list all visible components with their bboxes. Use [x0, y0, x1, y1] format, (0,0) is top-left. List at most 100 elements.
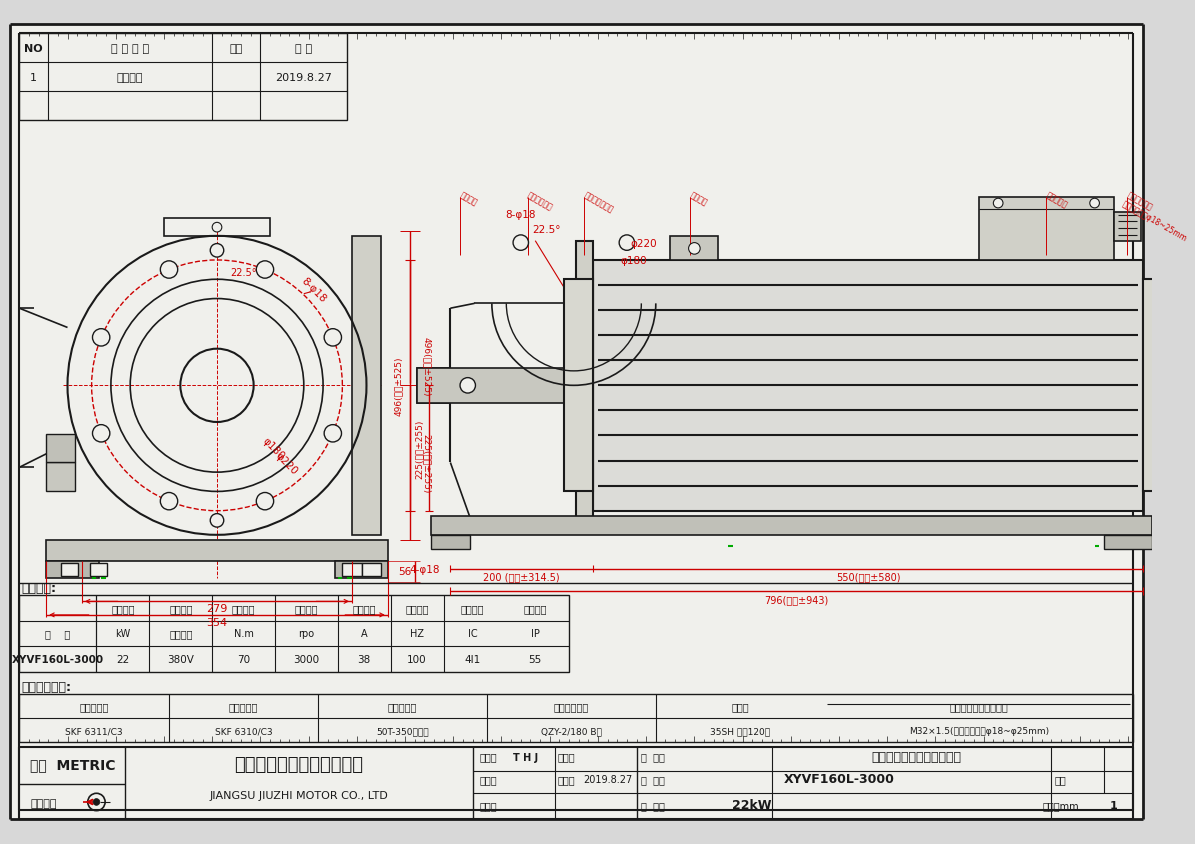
Text: 核准：: 核准：	[557, 752, 575, 762]
Text: 日 期: 日 期	[295, 44, 312, 54]
Text: 70: 70	[237, 654, 250, 664]
Text: 496(参考±525): 496(参考±525)	[394, 356, 403, 415]
Text: 354: 354	[207, 617, 227, 627]
Bar	[979, 198, 1114, 261]
Text: 设计：: 设计：	[479, 752, 497, 762]
Text: 35SH 耐温120度: 35SH 耐温120度	[710, 726, 771, 735]
Text: A: A	[361, 629, 367, 638]
Text: 绕组绝缘导线: 绕组绝缘导线	[553, 701, 589, 711]
Text: 200 (参考±314.5): 200 (参考±314.5)	[484, 571, 560, 582]
Text: 4I1: 4I1	[465, 654, 480, 664]
Text: 水泵底座: 水泵底座	[459, 191, 479, 208]
Text: JIANGSU JIUZHI MOTOR CO., LTD: JIANGSU JIUZHI MOTOR CO., LTD	[209, 790, 388, 800]
Text: 额定电流: 额定电流	[353, 603, 375, 614]
Text: 公制  METRIC: 公制 METRIC	[30, 757, 115, 771]
Text: 225(参考±255): 225(参考±255)	[415, 419, 424, 479]
Bar	[593, 261, 1142, 511]
Text: 电缆密封接头
近乎电缆外径φ18~25mm: 电缆密封接头 近乎电缆外径φ18~25mm	[1121, 191, 1194, 244]
Text: 主要结构零件:: 主要结构零件:	[22, 680, 72, 693]
Text: T H J: T H J	[513, 752, 538, 762]
Text: 电路系统: 电路系统	[688, 191, 709, 208]
Text: 电机接线盒: 电机接线盒	[1044, 191, 1070, 209]
Text: 名  称：: 名 称：	[642, 752, 666, 762]
Text: 1: 1	[1110, 800, 1117, 810]
Text: 22.5°: 22.5°	[533, 225, 562, 235]
Text: IP: IP	[531, 629, 540, 638]
Text: N.m: N.m	[233, 629, 253, 638]
Text: 第三角法: 第三角法	[30, 798, 56, 808]
Text: 50T-350硅钢片: 50T-350硅钢片	[376, 726, 429, 735]
Text: 日期：: 日期：	[557, 774, 575, 784]
Text: 8-φ18: 8-φ18	[299, 275, 327, 304]
Bar	[1104, 535, 1152, 549]
Bar	[47, 561, 99, 578]
Text: 8-φ18: 8-φ18	[505, 209, 537, 219]
Text: 新图发行: 新图发行	[117, 73, 143, 83]
Circle shape	[256, 262, 274, 279]
Bar	[19, 595, 569, 672]
Circle shape	[210, 244, 223, 257]
Text: NO: NO	[24, 44, 43, 54]
Circle shape	[210, 514, 223, 528]
Text: 项 目 说 明: 项 目 说 明	[111, 44, 149, 54]
Text: 冷却方式: 冷却方式	[461, 603, 484, 614]
Bar	[47, 463, 75, 492]
Text: 38: 38	[357, 654, 370, 664]
Circle shape	[160, 262, 178, 279]
Text: 修定: 修定	[229, 44, 243, 54]
Bar	[362, 563, 381, 576]
Text: 380V: 380V	[167, 654, 195, 664]
Text: 225(参考±255): 225(参考±255)	[422, 433, 430, 493]
Text: 绘图：: 绘图：	[479, 774, 497, 784]
Bar	[164, 219, 270, 236]
Text: 2019.8.27: 2019.8.27	[583, 774, 632, 784]
Text: 额定电压: 额定电压	[168, 603, 192, 614]
Text: QZY-2/180 B级: QZY-2/180 B级	[541, 726, 602, 735]
Text: 额定转速: 额定转速	[294, 603, 318, 614]
Bar	[47, 434, 75, 463]
Text: 输出端轴承: 输出端轴承	[79, 701, 109, 711]
Text: 主由端连接负端头规格: 主由端连接负端头规格	[950, 701, 1009, 711]
Text: 型    号: 型 号	[45, 629, 71, 638]
Text: 页数: 页数	[1055, 774, 1067, 784]
Circle shape	[513, 235, 528, 251]
Circle shape	[460, 378, 476, 393]
Text: SKF 6311/C3: SKF 6311/C3	[66, 726, 123, 735]
Text: φ220: φ220	[274, 450, 300, 476]
Circle shape	[619, 235, 635, 251]
Text: 550(参考±580): 550(参考±580)	[835, 571, 900, 582]
Text: φ220: φ220	[630, 238, 656, 248]
Text: 额定频率: 额定频率	[405, 603, 429, 614]
Circle shape	[688, 243, 700, 255]
Bar	[1114, 213, 1141, 241]
Text: IC: IC	[467, 629, 477, 638]
Bar	[417, 369, 451, 403]
Circle shape	[993, 199, 1003, 208]
Text: 苏州苏礼能源科技有限公司: 苏州苏礼能源科技有限公司	[234, 755, 363, 773]
Text: 防护等级: 防护等级	[523, 603, 547, 614]
Circle shape	[256, 493, 274, 511]
Bar	[61, 563, 78, 576]
Bar	[19, 694, 1133, 742]
Text: 电机远结连接器: 电机远结连接器	[583, 191, 615, 214]
Text: 22kW: 22kW	[733, 798, 772, 811]
Circle shape	[92, 329, 110, 347]
Circle shape	[160, 493, 178, 511]
Text: SKF 6310/C3: SKF 6310/C3	[215, 726, 272, 735]
Text: 额定功率: 额定功率	[111, 603, 135, 614]
Text: φ180: φ180	[620, 256, 646, 266]
Bar	[343, 563, 362, 576]
Text: 279: 279	[207, 603, 228, 614]
Text: 4-φ18: 4-φ18	[409, 564, 440, 574]
Circle shape	[213, 223, 222, 233]
Text: 风叶端轴承: 风叶端轴承	[228, 701, 258, 711]
Text: HZ: HZ	[410, 629, 424, 638]
Text: 55: 55	[528, 654, 541, 664]
Bar	[417, 369, 581, 403]
Text: 功  率：: 功 率：	[642, 800, 666, 810]
Text: 100: 100	[407, 654, 427, 664]
Bar	[19, 35, 348, 121]
Text: 496(参考±525): 496(参考±525)	[422, 337, 430, 397]
Text: φ180: φ180	[261, 436, 286, 462]
Bar	[47, 540, 387, 561]
